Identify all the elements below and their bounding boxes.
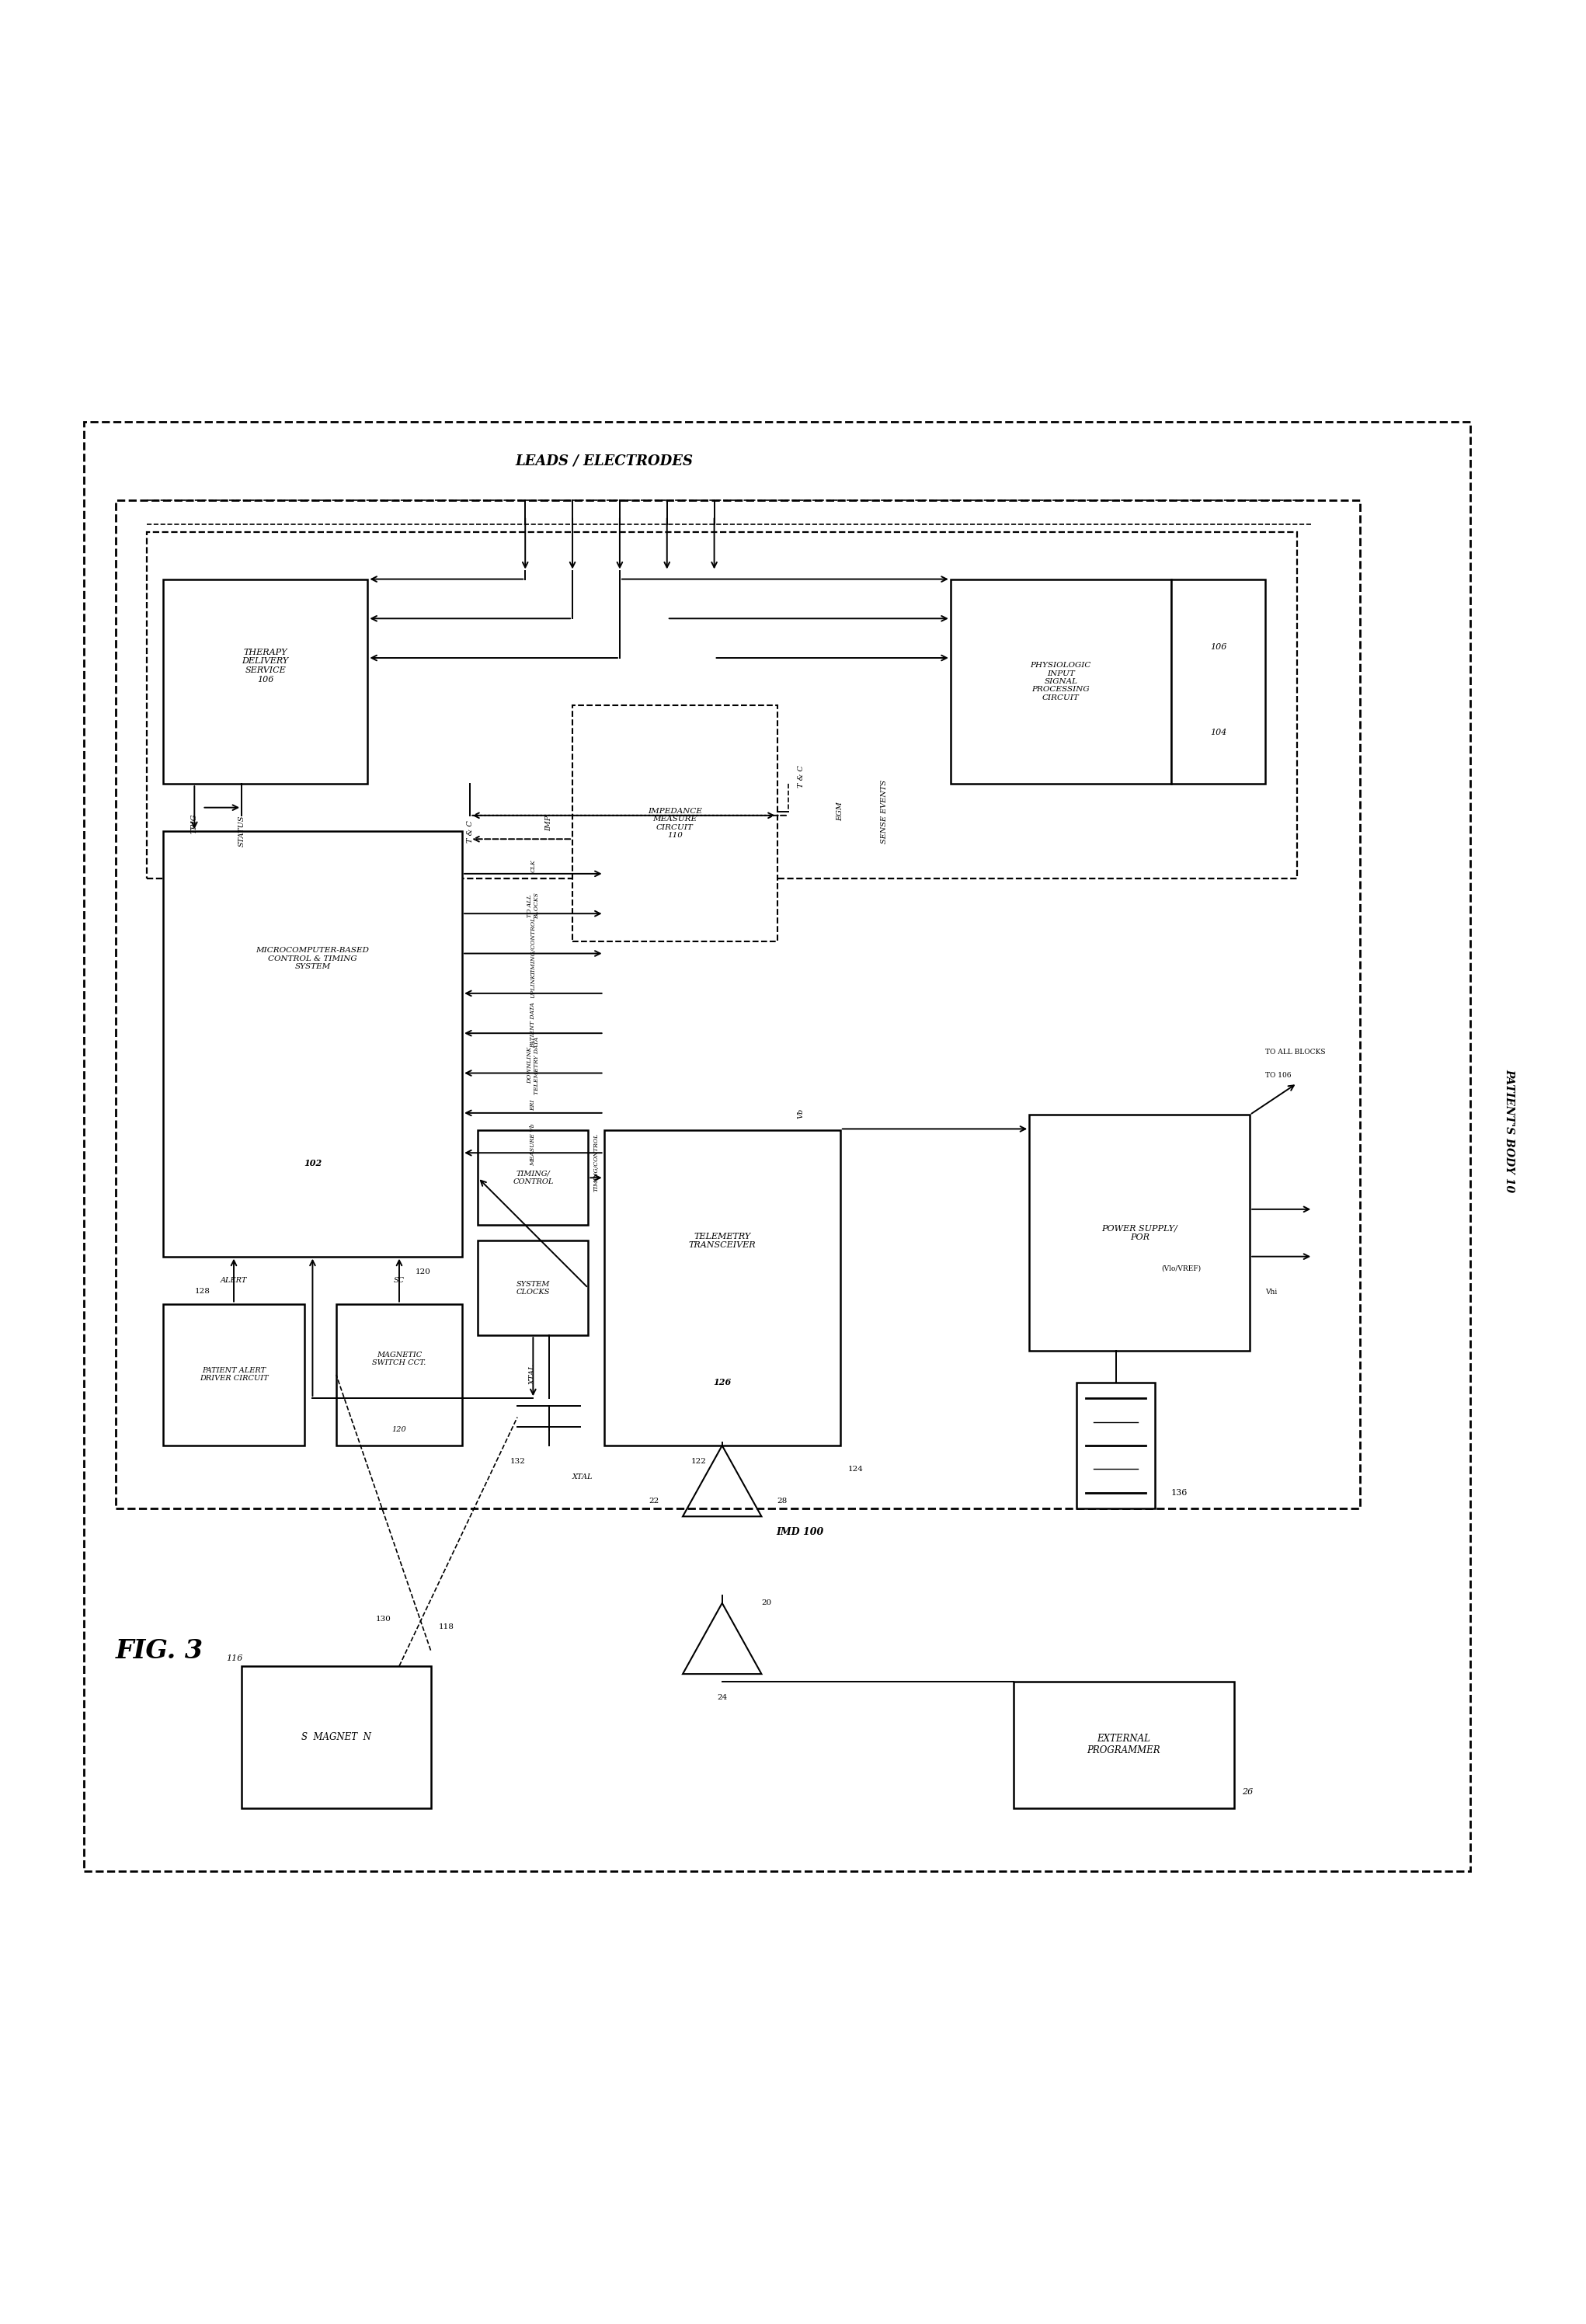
Bar <box>163 579 368 783</box>
Text: PHYSIOLOGIC
INPUT
SIGNAL
PROCESSING
CIRCUIT: PHYSIOLOGIC INPUT SIGNAL PROCESSING CIRC… <box>1031 662 1091 702</box>
Bar <box>163 1304 305 1446</box>
Text: 24: 24 <box>717 1694 728 1701</box>
Text: 130: 130 <box>376 1615 392 1622</box>
Text: DOWNLINK
TELEMETRY DATA: DOWNLINK TELEMETRY DATA <box>527 1037 539 1095</box>
Bar <box>241 1666 431 1808</box>
Bar <box>147 532 1297 878</box>
Text: PATIENT DATA: PATIENT DATA <box>530 1002 536 1048</box>
Bar <box>1077 1383 1155 1508</box>
Text: TIMING/CONTROL: TIMING/CONTROL <box>530 916 536 974</box>
Text: 132: 132 <box>509 1457 525 1464</box>
Text: 116: 116 <box>225 1655 243 1662</box>
Text: CLK: CLK <box>530 860 536 872</box>
Text: S  MAGNET  N: S MAGNET N <box>301 1731 371 1743</box>
Text: 106: 106 <box>1210 644 1226 651</box>
Text: 128: 128 <box>195 1287 209 1294</box>
Bar <box>477 1241 588 1336</box>
Bar <box>1013 1683 1234 1808</box>
Bar <box>950 579 1170 783</box>
Bar <box>163 832 462 1257</box>
Text: 104: 104 <box>1210 730 1226 737</box>
Text: TRIG: TRIG <box>190 813 198 834</box>
Text: SYSTEM
CLOCKS: SYSTEM CLOCKS <box>517 1281 550 1294</box>
Text: POWER SUPPLY/
POR: POWER SUPPLY/ POR <box>1102 1225 1177 1241</box>
Text: 102: 102 <box>303 1160 322 1167</box>
Bar <box>604 1129 841 1446</box>
Text: MICROCOMPUTER-BASED
CONTROL & TIMING
SYSTEM: MICROCOMPUTER-BASED CONTROL & TIMING SYS… <box>255 948 370 971</box>
Text: ALERT: ALERT <box>220 1276 247 1283</box>
Text: STATUS: STATUS <box>238 816 246 846</box>
Text: 120: 120 <box>392 1427 406 1434</box>
Text: XTAL: XTAL <box>530 1364 536 1385</box>
Text: IMP: IMP <box>546 816 552 832</box>
Text: 118: 118 <box>439 1622 454 1629</box>
Text: 136: 136 <box>1170 1490 1188 1497</box>
Text: EGM: EGM <box>837 802 844 820</box>
Text: SENSE EVENTS: SENSE EVENTS <box>880 779 888 844</box>
Text: THERAPY
DELIVERY
SERVICE
106: THERAPY DELIVERY SERVICE 106 <box>243 648 289 683</box>
Text: XTAL: XTAL <box>573 1473 593 1480</box>
Text: 22: 22 <box>649 1497 660 1504</box>
Text: 28: 28 <box>777 1497 788 1504</box>
Bar <box>1170 579 1266 783</box>
Text: EXTERNAL
PROGRAMMER: EXTERNAL PROGRAMMER <box>1086 1734 1161 1755</box>
Text: TELEMETRY
TRANSCEIVER: TELEMETRY TRANSCEIVER <box>688 1232 757 1250</box>
Text: T & C: T & C <box>466 820 474 841</box>
Text: MAGNETIC
SWITCH CCT.: MAGNETIC SWITCH CCT. <box>373 1350 427 1367</box>
Text: T & C: T & C <box>798 765 804 788</box>
Text: FIG. 3: FIG. 3 <box>116 1638 203 1664</box>
Text: IMPEDANCE
MEASURE
CIRCUIT
110: IMPEDANCE MEASURE CIRCUIT 110 <box>647 809 703 839</box>
Text: MEASURE Vb: MEASURE Vb <box>530 1125 536 1167</box>
Text: PATIENT ALERT
DRIVER CIRCUIT: PATIENT ALERT DRIVER CIRCUIT <box>200 1367 268 1383</box>
Text: TIMING/
CONTROL: TIMING/ CONTROL <box>512 1171 554 1185</box>
Text: PATIENT'S BODY 10: PATIENT'S BODY 10 <box>1504 1069 1515 1192</box>
Text: TO 106: TO 106 <box>1266 1071 1291 1078</box>
Text: 20: 20 <box>761 1599 772 1606</box>
Text: IMD 100: IMD 100 <box>776 1527 823 1536</box>
Text: Vb: Vb <box>798 1109 804 1118</box>
Text: 122: 122 <box>691 1457 706 1464</box>
Text: 126: 126 <box>714 1378 731 1387</box>
Text: TO ALL BLOCKS: TO ALL BLOCKS <box>1266 1048 1326 1055</box>
Bar <box>116 500 1361 1508</box>
Text: UPLINK: UPLINK <box>530 974 536 997</box>
Text: 120: 120 <box>416 1269 430 1276</box>
Text: LEADS / ELECTRODES: LEADS / ELECTRODES <box>515 453 693 467</box>
Text: Vhi: Vhi <box>1266 1287 1277 1294</box>
Bar <box>477 1129 588 1225</box>
Bar <box>84 421 1470 1871</box>
Bar <box>1029 1116 1250 1350</box>
Text: TO ALL
BLOCKS: TO ALL BLOCKS <box>527 892 539 918</box>
Bar <box>336 1304 462 1446</box>
Text: 124: 124 <box>849 1466 863 1473</box>
Text: ERI: ERI <box>530 1099 536 1111</box>
Text: 26: 26 <box>1242 1787 1253 1796</box>
Text: TIMING/CONTROL: TIMING/CONTROL <box>593 1132 600 1192</box>
Bar <box>573 704 777 941</box>
Text: SC: SC <box>393 1276 404 1283</box>
Text: (Vlo/VREF): (Vlo/VREF) <box>1161 1264 1201 1271</box>
